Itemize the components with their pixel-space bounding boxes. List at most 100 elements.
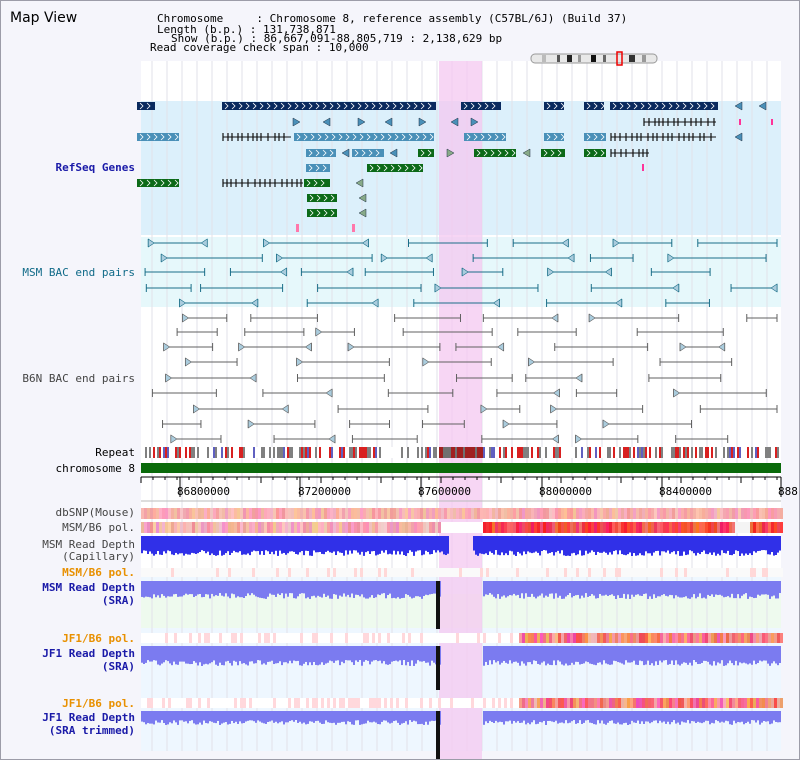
repeat-element	[167, 447, 169, 458]
gene-feature	[544, 102, 565, 110]
heat-cell	[141, 568, 144, 577]
heat-cell	[279, 633, 282, 643]
strand-arrow	[394, 133, 399, 141]
heat-cell	[393, 633, 396, 643]
depth-bar	[221, 711, 223, 724]
depth-bar	[247, 536, 249, 554]
heat-cell	[333, 522, 336, 533]
heat-cell	[420, 698, 423, 708]
heat-cell	[729, 633, 732, 643]
heat-cell	[237, 698, 240, 708]
heat-cell	[276, 508, 279, 519]
bac-end-arrow	[280, 267, 287, 277]
heat-cell	[342, 698, 345, 708]
heat-cell	[507, 698, 510, 708]
depth-bar	[487, 711, 489, 724]
depth-bar	[409, 711, 411, 721]
depth-bar	[393, 646, 395, 662]
heat-cell	[459, 633, 462, 643]
depth-bar	[743, 536, 745, 556]
depth-bar	[339, 711, 341, 723]
depth-bar	[675, 646, 677, 661]
repeat-element	[155, 447, 157, 458]
track-label-jf1-depth-sra-sub: (SRA)	[101, 660, 135, 673]
bac-end-arrow	[602, 419, 610, 429]
depth-bar	[405, 646, 407, 666]
heat-cell	[597, 633, 600, 643]
heat-cell	[213, 508, 216, 519]
depth-bar	[611, 711, 613, 721]
strand-arrow	[359, 133, 364, 141]
depth-bar	[773, 536, 775, 556]
depth-bar	[625, 581, 627, 599]
repeat-element	[627, 447, 629, 458]
depth-bar	[521, 536, 523, 556]
depth-bar	[321, 536, 323, 554]
depth-bar	[227, 581, 229, 597]
depth-bar	[143, 711, 145, 723]
depth-bar	[341, 536, 343, 553]
depth-bar	[351, 711, 353, 725]
heat-cell	[192, 522, 195, 533]
heat-cell	[231, 522, 234, 533]
strand-arrow	[392, 102, 397, 110]
strand-arrow	[331, 133, 336, 141]
b6n-bac-pair	[394, 314, 461, 322]
repeat-element	[633, 447, 635, 458]
depth-bar	[295, 536, 297, 555]
heat-cell	[288, 568, 291, 577]
b6n-bac-pair	[238, 342, 312, 352]
heat-cell	[393, 568, 396, 577]
depth-bar	[487, 646, 489, 665]
heat-cell	[225, 568, 228, 577]
depth-bar	[519, 581, 521, 599]
repeat-element	[689, 447, 691, 458]
depth-bar	[211, 646, 213, 663]
depth-bar	[777, 536, 779, 553]
depth-bar	[625, 711, 627, 723]
gene-arrow	[322, 117, 331, 127]
depth-bar	[651, 536, 653, 556]
repeat-element	[647, 447, 649, 458]
strand-arrow	[139, 179, 144, 187]
heat-cell	[684, 522, 687, 533]
bac-end-arrow	[492, 298, 500, 308]
heat-cell	[210, 568, 213, 577]
depth-bar	[673, 536, 675, 552]
depth-bar	[307, 711, 309, 724]
heat-cell	[324, 522, 327, 533]
depth-bar	[363, 536, 365, 556]
depth-bar	[375, 646, 377, 661]
heat-cell	[339, 698, 342, 708]
strand-arrow	[586, 102, 591, 110]
heat-cell	[432, 508, 435, 519]
depth-bar	[269, 646, 271, 662]
depth-bar	[633, 646, 635, 661]
depth-bar	[189, 646, 191, 665]
depth-bar	[739, 711, 741, 723]
heat-cell	[216, 522, 219, 533]
repeat-element	[735, 447, 737, 458]
heat-cell	[390, 568, 393, 577]
track-label-jf1-depth-sra: JF1 Read Depth	[42, 647, 135, 660]
repeat-element	[409, 447, 411, 458]
depth-bar	[175, 646, 177, 665]
depth-bar	[559, 581, 561, 596]
depth-bar	[555, 646, 557, 666]
heat-cell	[660, 568, 663, 577]
depth-bar	[731, 646, 733, 664]
heat-cell	[546, 568, 549, 577]
repeat-element	[297, 447, 299, 458]
depth-bar	[181, 536, 183, 554]
depth-bar	[563, 646, 565, 666]
strand-arrow	[266, 102, 271, 110]
depth-bar	[517, 646, 519, 663]
repeat-element	[435, 447, 437, 458]
heat-cell	[198, 508, 201, 519]
repeat-element	[161, 447, 163, 458]
depth-bar	[607, 711, 609, 723]
depth-bar	[649, 581, 651, 597]
heat-cell	[438, 568, 441, 577]
depth-bar	[515, 646, 517, 662]
